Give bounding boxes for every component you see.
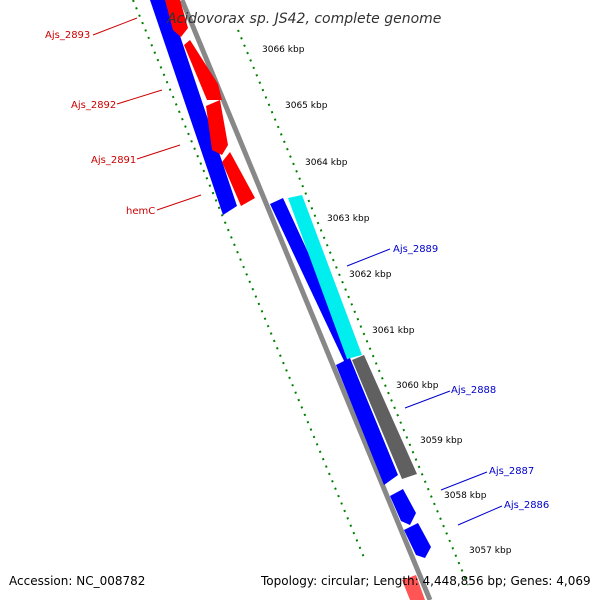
gene-ajs-2893-arrow[interactable] [165,0,188,37]
callout-line [346,248,391,267]
kbp-label: 3065 kbp [285,101,328,111]
kbp-label: 3066 kbp [262,45,305,55]
callout-line [116,89,163,105]
left-tick-track [132,0,366,561]
gene-label-ajs-2891[interactable]: Ajs_2891 [91,155,136,166]
gene-ajs-2888b-arrow[interactable] [352,355,417,479]
gene-ajs-2889-arrow[interactable] [270,198,353,363]
gene-label-ajs-2886[interactable]: Ajs_2886 [504,500,549,511]
gene-ajs-2888-arrow[interactable] [336,358,398,485]
gene-label-ajs-2892[interactable]: Ajs_2892 [71,100,116,111]
genome-backbone [179,0,433,600]
gene-ajs-2886-arrow[interactable] [404,523,431,558]
kbp-label: 3063 kbp [327,214,370,224]
gene-label-ajs-2888[interactable]: Ajs_2888 [451,385,496,396]
callout-line [136,144,181,160]
kbp-label: 3061 kbp [372,326,415,336]
kbp-label: 3059 kbp [420,436,463,446]
gene-label-ajs-2889[interactable]: Ajs_2889 [393,244,438,255]
callout-line [92,17,138,36]
right-tick-track [237,29,469,586]
bottom-gene-fragment [402,575,425,600]
genome-title: Acidovorax sp. JS42, complete genome [166,11,441,27]
gene-ajs-2887-arrow[interactable] [390,489,416,525]
callout-line [156,194,202,211]
gene-ajs-2891-arrow[interactable] [206,100,228,155]
genome-summary: Topology: circular; Length: 4,448,856 bp… [260,574,591,588]
callout-line [457,505,503,526]
gene-ajs-2892-arrow[interactable] [184,40,222,100]
callout-line [404,390,451,409]
gene-label-ajs-2893[interactable]: Ajs_2893 [45,30,90,41]
gene-hemc-arrow[interactable] [222,152,255,206]
kbp-label: 3060 kbp [396,381,439,391]
gene-label-ajs-2887[interactable]: Ajs_2887 [489,466,534,477]
kbp-label: 3064 kbp [305,158,348,168]
gene-ajs-2889b-arrow[interactable] [288,195,362,359]
kbp-label: 3058 kbp [444,491,487,501]
callout-line [440,471,488,491]
kbp-label: 3057 kbp [469,546,512,556]
forward-track-block [150,0,237,215]
kbp-label: 3062 kbp [349,270,392,280]
gene-label-hemc[interactable]: hemC [126,206,155,217]
accession-text: Accession: NC_008782 [9,574,145,588]
